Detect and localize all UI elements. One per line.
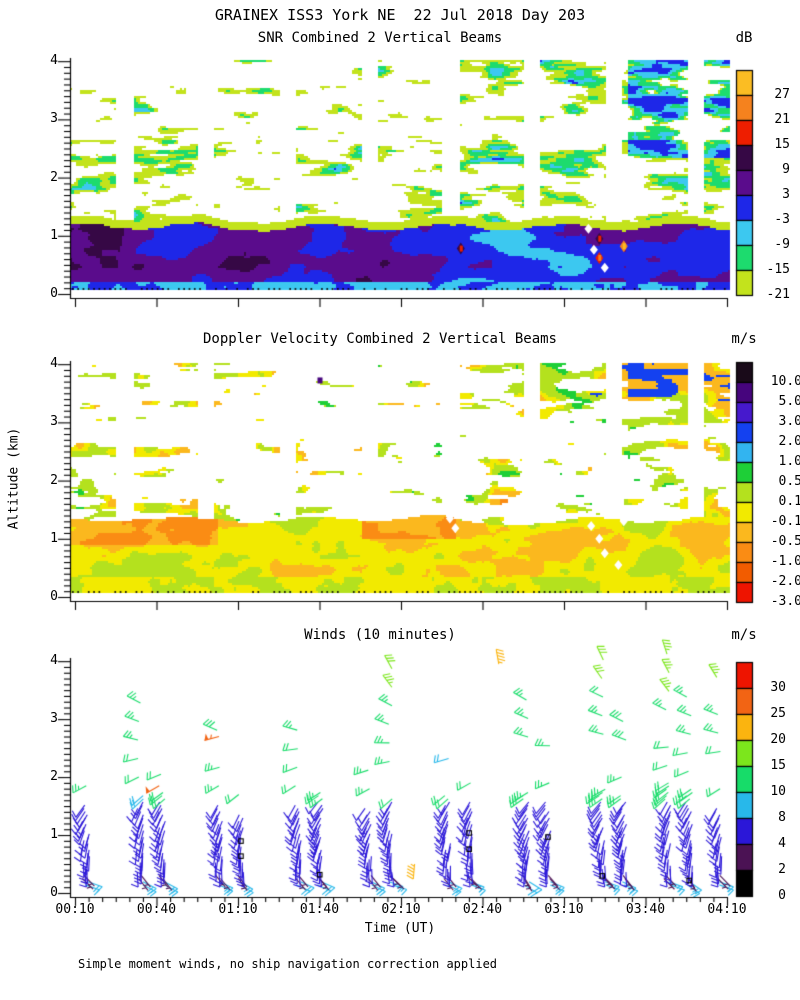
colorbar-tick-label: -0.5 [770, 534, 800, 549]
doppler-colorbar-units: m/s [731, 331, 757, 347]
colorbar-tick-label: 15 [770, 758, 786, 773]
y-tick-label: 0 [50, 286, 58, 301]
winds-colorbar-units: m/s [731, 627, 757, 643]
colorbar-tick-label: 10.0 [770, 374, 800, 389]
x-tick-label: 03:40 [625, 902, 666, 917]
x-tick-label: 00:10 [55, 902, 95, 917]
x-tick-label: 02:40 [462, 902, 503, 917]
colorbar-tick-label: -3 [774, 212, 790, 227]
colorbar-tick-label: -15 [766, 262, 790, 277]
colorbar-tick-label: 21 [774, 112, 790, 127]
colorbar-tick-label: -3.0 [770, 594, 800, 609]
figure-caption: Simple moment winds, no ship navigation … [78, 957, 498, 971]
x-tick-label: 01:10 [218, 902, 258, 917]
panel-doppler-title: Doppler Velocity Combined 2 Vertical Bea… [202, 331, 557, 347]
y-tick-label: 3 [50, 414, 58, 430]
colorbar-tick-label: 10 [770, 784, 786, 799]
colorbar-tick-label: 3.0 [778, 414, 800, 429]
x-axis-label: Time (UT) [364, 921, 436, 936]
y-tick-label: 2 [50, 169, 58, 185]
snr-colorbar-units: dB [735, 30, 753, 46]
y-tick-label: 4 [50, 53, 58, 69]
colorbar-tick-label: 3 [782, 187, 790, 202]
x-tick-label: 04:10 [707, 902, 747, 917]
x-tick-label: 03:10 [544, 902, 584, 917]
colorbar-tick-label: 1.0 [778, 454, 800, 469]
figure-title: GRAINEX ISS3 York NE 22 Jul 2018 Day 203 [214, 6, 586, 24]
y-axis-label: Altitude (km) [6, 427, 22, 530]
y-tick-label: 1 [50, 530, 58, 546]
colorbar-tick-label: -9 [774, 237, 790, 252]
y-tick-label: 4 [50, 356, 58, 372]
colorbar-tick-label: -2.0 [770, 574, 800, 589]
y-tick-label: 0 [50, 589, 58, 604]
colorbar-tick-label: 2.0 [778, 434, 800, 449]
colorbar-tick-label: 0.1 [778, 494, 800, 509]
y-tick-label: 3 [50, 111, 58, 127]
colorbar-tick-label: 4 [778, 836, 786, 851]
colorbar-tick-label: 0 [778, 888, 786, 903]
colorbar-tick-label: 20 [770, 732, 786, 747]
colorbar-tick-label: 25 [770, 706, 786, 721]
x-tick-label: 01:40 [299, 902, 340, 917]
y-tick-label: 1 [50, 227, 58, 243]
colorbar-tick-label: -0.1 [770, 514, 800, 529]
y-tick-label: 3 [50, 711, 58, 727]
colorbar-tick-label: 30 [770, 680, 786, 695]
colorbar-tick-label: 8 [778, 810, 786, 825]
colorbar-tick-label: 0.5 [778, 474, 800, 489]
y-tick-label: 1 [50, 827, 58, 843]
colorbar-tick-label: -21 [766, 287, 790, 302]
colorbar-tick-label: 15 [774, 137, 790, 152]
colorbar-tick-label: 5.0 [778, 394, 800, 409]
colorbar-tick-label: -1.0 [770, 554, 800, 569]
colorbar-tick-label: 2 [778, 862, 786, 877]
colorbar-tick-label: 27 [774, 87, 790, 102]
panel-winds-title: Winds (10 minutes) [304, 627, 456, 643]
x-tick-label: 00:40 [136, 902, 177, 917]
y-tick-label: 2 [50, 472, 58, 488]
y-tick-label: 2 [50, 769, 58, 785]
x-tick-label: 02:10 [381, 902, 421, 917]
panel-snr-title: SNR Combined 2 Vertical Beams [257, 30, 503, 46]
colorbar-tick-label: 9 [782, 162, 790, 177]
y-tick-label: 0 [50, 885, 58, 900]
y-tick-label: 4 [50, 653, 58, 669]
